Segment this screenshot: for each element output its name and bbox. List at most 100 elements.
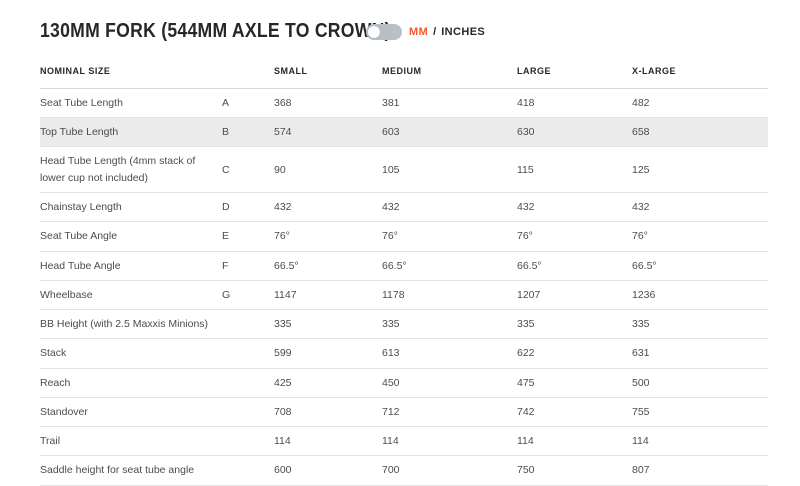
geometry-page: 130MM FORK (544MM AXLE TO CROWN) MM / IN…	[40, 20, 768, 486]
unit-toggle[interactable]: MM / INCHES	[366, 23, 486, 40]
cell-large: 432	[517, 201, 535, 213]
cell-xlarge: 1236	[632, 288, 656, 301]
cell-medium: 700	[382, 464, 400, 477]
table-row[interactable]: Stack 599 613 622 631	[40, 339, 768, 369]
cell-large: 76°	[517, 230, 533, 243]
page-title: 130MM FORK (544MM AXLE TO CROWN)	[40, 20, 391, 42]
cell-small: 335	[274, 318, 292, 331]
cell-medium: 114	[382, 435, 399, 448]
row-letter: C	[222, 163, 230, 176]
row-letter: B	[222, 126, 230, 139]
row-label: Reach	[40, 376, 71, 389]
row-letter: A	[222, 96, 230, 109]
column-header-medium: MEDIUM	[382, 66, 422, 76]
row-label: BB Height (with 2.5 Maxxis Minions)	[40, 318, 209, 331]
unit-label-inches[interactable]: INCHES	[441, 25, 486, 38]
cell-medium: 432	[382, 201, 400, 213]
row-label: Head Tube Angle	[40, 259, 121, 272]
table-row[interactable]: Standover 708 712 742 755	[40, 398, 768, 428]
cell-large: 115	[517, 163, 534, 176]
row-letter	[222, 406, 274, 418]
column-header-xlarge: X-LARGE	[632, 66, 676, 76]
column-header-label: NOMINAL SIZE	[40, 66, 111, 76]
table-header-row: NOMINAL SIZE SMALL MEDIUM LARGE X-LARGE	[40, 59, 768, 89]
table-row[interactable]: Chainstay Length D 432 432 432 432	[40, 193, 768, 223]
row-label: Top Tube Length	[40, 126, 119, 139]
cell-large: 335	[517, 318, 535, 331]
table-row[interactable]: Trail 114 114 114 114	[40, 427, 768, 457]
cell-xlarge: 482	[632, 96, 650, 109]
cell-xlarge: 66.5°	[632, 259, 657, 272]
row-letter: D	[222, 201, 230, 213]
cell-small: 368	[274, 96, 292, 109]
row-label: Seat Tube Length	[40, 96, 123, 109]
table-row[interactable]: Saddle height for seat tube angle 600 700 7…	[40, 456, 768, 486]
table-row[interactable]: Top Tube Length B 574 603 630 658	[40, 118, 768, 148]
cell-small: 90	[274, 163, 286, 176]
cell-large: 622	[517, 347, 535, 360]
cell-large: 418	[517, 96, 535, 109]
cell-large: 66.5°	[517, 259, 542, 272]
cell-xlarge: 76°	[632, 230, 648, 243]
table-row[interactable]: Head Tube Length (4mm stack of lower cup…	[40, 147, 768, 193]
cell-medium: 105	[382, 163, 400, 176]
cell-xlarge: 500	[632, 376, 650, 389]
cell-xlarge: 755	[632, 405, 650, 418]
cell-large: 750	[517, 464, 535, 477]
row-label: Wheelbase	[40, 288, 93, 301]
cell-small: 432	[274, 201, 292, 213]
cell-xlarge: 335	[632, 318, 650, 331]
cell-medium: 76°	[382, 230, 398, 243]
cell-medium: 603	[382, 126, 400, 139]
table-row[interactable]: Head Tube Angle F 66.5° 66.5° 66.5° 66.5°	[40, 252, 768, 281]
unit-toggle-switch[interactable]	[366, 23, 402, 40]
row-label: Standover	[40, 405, 88, 418]
cell-medium: 450	[382, 376, 400, 389]
row-letter	[222, 435, 274, 447]
geometry-table: NOMINAL SIZE SMALL MEDIUM LARGE X-LARGE Seat …	[40, 59, 768, 486]
cell-small: 708	[274, 405, 292, 418]
cell-small: 76°	[274, 230, 290, 243]
cell-medium: 1178	[382, 288, 405, 301]
header-bar: 130MM FORK (544MM AXLE TO CROWN) MM / IN…	[40, 20, 768, 43]
row-label: Stack	[40, 347, 67, 360]
row-label: Head Tube Length (4mm stack of lower cup…	[40, 155, 196, 184]
row-label: Chainstay Length	[40, 201, 122, 213]
column-header-small: SMALL	[274, 66, 308, 76]
cell-small: 1147	[274, 288, 297, 301]
cell-medium: 613	[382, 347, 400, 360]
row-label: Seat Tube Angle	[40, 230, 118, 243]
cell-large: 1207	[517, 288, 541, 301]
cell-small: 425	[274, 376, 292, 389]
table-row[interactable]: Seat Tube Angle E 76° 76° 76° 76°	[40, 222, 768, 252]
table-row[interactable]: BB Height (with 2.5 Maxxis Minions) 335 33…	[40, 310, 768, 340]
row-letter	[222, 347, 274, 359]
row-letter: E	[222, 230, 230, 243]
unit-label-mm[interactable]: MM	[409, 25, 429, 38]
row-letter	[222, 465, 274, 477]
column-header-large: LARGE	[517, 66, 551, 76]
unit-separator: /	[433, 25, 437, 38]
table-row[interactable]: Reach 425 450 475 500	[40, 369, 768, 398]
row-label: Saddle height for seat tube angle	[40, 464, 195, 477]
toggle-knob-icon	[368, 25, 380, 38]
row-letter	[222, 318, 274, 330]
cell-large: 114	[517, 435, 534, 448]
cell-xlarge: 114	[632, 435, 649, 448]
cell-small: 600	[274, 464, 292, 477]
cell-xlarge: 631	[632, 347, 650, 360]
cell-xlarge: 658	[632, 126, 650, 139]
cell-small: 114	[274, 435, 291, 448]
cell-xlarge: 432	[632, 201, 650, 213]
row-letter	[222, 377, 274, 389]
column-header-empty	[222, 66, 274, 81]
table-row[interactable]: Seat Tube Length A 368 381 418 482	[40, 89, 768, 119]
cell-large: 475	[517, 376, 535, 389]
cell-small: 599	[274, 347, 292, 360]
cell-small: 66.5°	[274, 259, 299, 272]
cell-medium: 381	[382, 96, 400, 109]
row-letter: F	[222, 259, 229, 272]
table-row[interactable]: Wheelbase G 1147 1178 1207 1236	[40, 281, 768, 311]
cell-xlarge: 125	[632, 163, 650, 176]
cell-medium: 335	[382, 318, 400, 331]
